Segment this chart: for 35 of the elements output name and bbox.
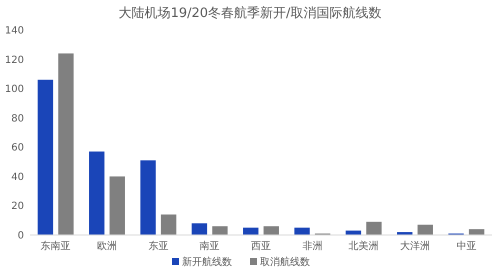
- bar: [468, 229, 484, 235]
- y-tick-label: 80: [11, 113, 24, 124]
- bar: [243, 228, 258, 235]
- bar: [160, 214, 176, 235]
- x-tick-label: 北美洲: [348, 240, 379, 252]
- bar: [89, 152, 104, 235]
- chart-title: 大陆机场19/20冬春航季新开/取消国际航线数: [118, 6, 382, 21]
- bar: [140, 160, 156, 235]
- bar: [212, 226, 228, 235]
- y-tick-label: 60: [11, 142, 24, 154]
- x-tick-label: 西亚: [251, 241, 271, 252]
- y-tick-label: 40: [11, 172, 24, 183]
- x-tick-label: 东亚: [148, 240, 168, 252]
- bar: [110, 176, 125, 235]
- bar: [366, 222, 382, 235]
- y-tick-label: 140: [4, 26, 24, 36]
- bar: [58, 53, 74, 235]
- bar: [38, 80, 54, 235]
- bar: [418, 224, 433, 235]
- y-tick-label: 0: [18, 230, 24, 242]
- bar: [192, 223, 208, 235]
- x-tick-label: 大洋洲: [400, 240, 430, 252]
- x-tick-label: 非洲: [302, 240, 322, 252]
- bar: [346, 230, 362, 235]
- x-tick-label: 南亚: [200, 240, 220, 252]
- y-tick-label: 20: [11, 201, 24, 212]
- y-tick-label: 120: [4, 54, 24, 66]
- legend-label: 新开航线数: [182, 256, 232, 268]
- x-tick-label: 欧洲: [97, 240, 117, 252]
- bar: [294, 228, 310, 235]
- x-tick-label: 中亚: [456, 240, 476, 252]
- y-tick-label: 100: [4, 84, 24, 96]
- bar: [264, 226, 279, 235]
- x-tick-label: 东南亚: [40, 240, 71, 252]
- legend-label: 取消航线数: [260, 256, 310, 268]
